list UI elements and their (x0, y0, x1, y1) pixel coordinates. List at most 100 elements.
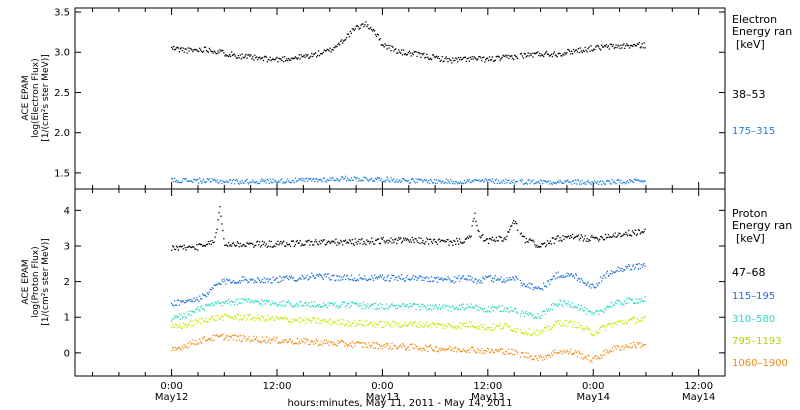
data-point (259, 58, 262, 60)
data-point (643, 42, 645, 44)
data-point (510, 279, 512, 281)
data-point (174, 323, 177, 325)
data-point (254, 54, 256, 56)
data-point (326, 306, 328, 309)
data-point (198, 243, 200, 246)
data-point (511, 225, 513, 227)
data-point (607, 45, 610, 47)
data-point (508, 57, 510, 60)
data-point (548, 354, 551, 356)
data-point (407, 180, 410, 182)
data-point (589, 360, 591, 363)
data-point (577, 47, 580, 50)
data-point (347, 325, 350, 327)
data-point (345, 343, 348, 346)
data-point (191, 49, 193, 51)
data-point (254, 279, 256, 282)
data-point (462, 275, 465, 277)
data-point (312, 317, 314, 319)
data-point (533, 241, 535, 243)
data-point (310, 321, 312, 323)
data-point (552, 237, 554, 239)
data-point (626, 181, 628, 183)
proton-ylabel-line-2: log(Proton Flux) (31, 246, 41, 317)
data-point (506, 351, 508, 353)
data-point (309, 320, 311, 322)
data-point (190, 314, 192, 317)
data-point (220, 215, 222, 217)
data-point (453, 60, 455, 62)
data-point (580, 183, 582, 185)
data-point (609, 349, 611, 351)
data-point (506, 56, 508, 58)
data-point (239, 335, 241, 337)
data-point (445, 349, 447, 351)
data-point (268, 182, 270, 184)
data-point (281, 300, 283, 303)
data-point (226, 300, 228, 302)
data-point (338, 342, 340, 344)
data-point (620, 269, 622, 272)
data-point (343, 324, 346, 327)
data-point (408, 322, 411, 325)
data-point (182, 322, 184, 324)
data-point (460, 322, 463, 324)
data-point (548, 183, 551, 185)
data-point (640, 46, 642, 48)
data-point (284, 56, 286, 58)
data-point (560, 275, 562, 277)
data-point (379, 302, 382, 305)
data-point (299, 58, 301, 60)
data-point (471, 180, 473, 182)
data-point (380, 276, 382, 278)
data-point (380, 345, 382, 347)
data-point (449, 279, 451, 281)
data-point (371, 303, 373, 305)
data-point (317, 305, 320, 307)
data-point (484, 308, 486, 310)
data-point (413, 241, 415, 244)
data-point (425, 56, 427, 59)
data-point (297, 321, 299, 323)
data-point (362, 324, 364, 327)
data-point (285, 245, 287, 247)
data-point (243, 315, 245, 318)
data-point (471, 346, 473, 349)
data-point (582, 329, 584, 331)
data-point (210, 181, 212, 183)
data-point (519, 233, 522, 235)
data-point (333, 240, 335, 242)
data-point (218, 52, 220, 54)
data-point (338, 179, 340, 182)
data-point (210, 243, 212, 246)
data-point (476, 59, 478, 61)
data-point (221, 49, 223, 52)
data-point (498, 325, 500, 327)
data-point (548, 283, 551, 285)
data-point (472, 325, 474, 328)
data-point (247, 281, 249, 284)
data-point (194, 311, 196, 314)
data-point (491, 56, 494, 58)
data-point (326, 342, 328, 344)
data-point (315, 56, 318, 58)
data-point (569, 303, 571, 306)
data-point (309, 343, 311, 346)
data-point (574, 306, 577, 308)
data-point (377, 304, 380, 306)
data-point (579, 352, 582, 355)
data-point (331, 177, 333, 180)
data-point (578, 239, 581, 241)
data-point (589, 50, 591, 52)
data-point (348, 179, 351, 181)
data-point (558, 240, 560, 242)
data-point (419, 309, 421, 311)
data-point (259, 281, 262, 284)
data-point (192, 339, 194, 341)
data-point (547, 180, 550, 182)
data-point (219, 180, 221, 182)
data-point (462, 57, 465, 59)
data-point (370, 241, 372, 243)
data-point (510, 329, 512, 331)
data-point (398, 49, 400, 51)
